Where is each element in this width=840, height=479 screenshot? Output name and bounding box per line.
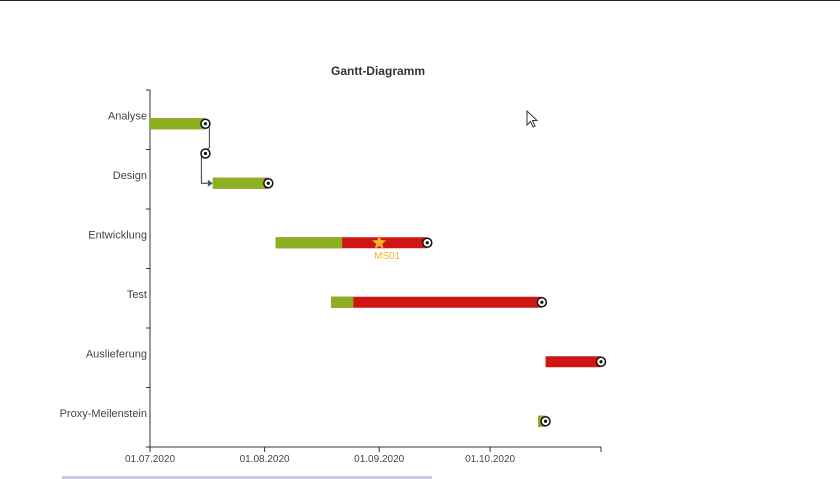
task-end-marker (263, 178, 274, 189)
task-bar (331, 296, 542, 308)
dependency-arrow-icon (207, 179, 213, 187)
axes (146, 89, 602, 452)
task-bar (275, 237, 428, 249)
x-tick-label: 01.10.2020 (465, 454, 515, 465)
y-tick-label: Proxy-Meilenstein (60, 408, 147, 420)
task-progress (275, 237, 343, 249)
task-end-marker (536, 297, 548, 308)
task-end-marker (595, 356, 607, 367)
task-progress (150, 118, 206, 130)
window-top-border (0, 0, 840, 1)
bottom-scrollbar[interactable] (62, 476, 432, 479)
y-tick-label: Test (127, 289, 147, 301)
x-tick-label: 01.09.2020 (354, 454, 404, 465)
task-progress (212, 177, 265, 189)
x-tick-label: 01.07.2020 (125, 454, 175, 465)
milestone-label: MS01 (374, 251, 401, 262)
dependency-node (200, 148, 211, 159)
task-bar (545, 356, 601, 368)
chart-title: Gantt-Diagramm (331, 64, 425, 78)
mouse-cursor-icon (526, 109, 539, 128)
x-tick-label: 01.08.2020 (240, 454, 290, 465)
y-tick-label: Design (113, 170, 147, 182)
task-end-marker (200, 118, 211, 129)
milestone-star-icon (372, 235, 387, 249)
task-end-marker (540, 416, 551, 427)
y-tick-label: Auslieferung (86, 348, 147, 360)
task-progress (331, 296, 354, 308)
y-tick-label: Entwicklung (88, 229, 147, 241)
y-tick-label: Analyse (108, 110, 147, 122)
task-end-marker (422, 237, 433, 248)
